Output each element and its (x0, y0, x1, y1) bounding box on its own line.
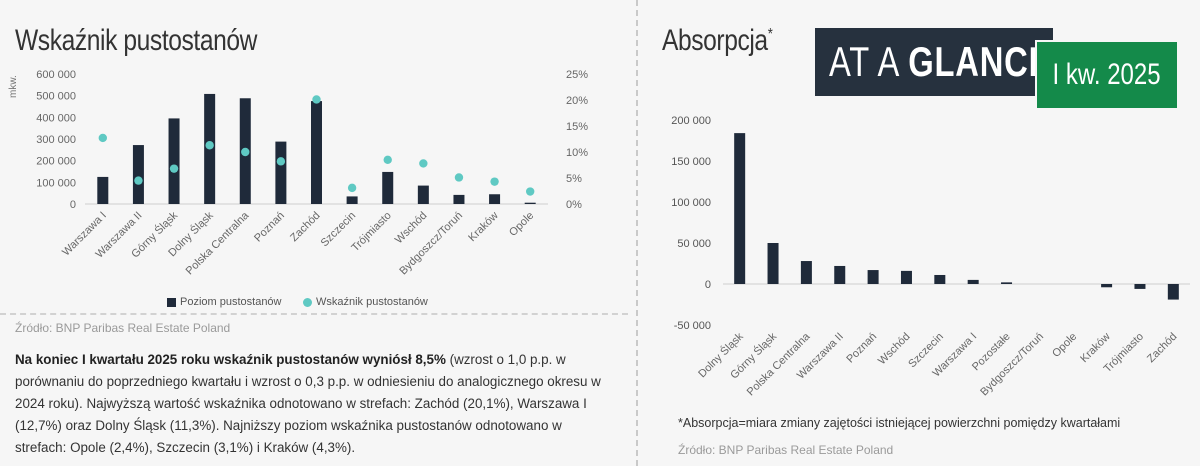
vacancy-panel: Wskaźnik pustostanów mkw. 0 100 000 200 00… (0, 24, 628, 459)
legend-label-bars: Poziom pustostanów (180, 296, 282, 308)
y-tick-label: 200 000 (671, 115, 711, 127)
vacancy-paragraph: Na koniec I kwartału 2025 roku wskaźnik … (15, 349, 615, 459)
point-warszawa-ii (134, 176, 143, 185)
legend-swatch-bar (167, 297, 176, 307)
y-tick-label: 300 000 (36, 134, 76, 146)
legend-item-dots: Wskaźnik pustostanów (303, 296, 428, 308)
point-zachod (312, 95, 321, 104)
x-tick-label: Poznań (252, 210, 287, 245)
vacancy-title: Wskaźnik pustostanów (15, 24, 258, 57)
y-tick-label: 400 000 (36, 112, 76, 124)
absorption-footnote: *Absorpcja=miara zmiany zajętości istnie… (678, 416, 1121, 430)
x-tick-label: Bydgoszcz/Toruń (397, 210, 465, 278)
x-tick-label: Opole (507, 210, 536, 239)
y2-tick-label: 20% (566, 95, 588, 107)
x-tick-label: Zachód (288, 210, 322, 244)
period-badge-text: I kw. 2025 (1052, 58, 1162, 91)
point-gorny-slask (169, 164, 179, 173)
y-tick-label: -50 000 (674, 320, 711, 332)
y-tick-label: 200 000 (36, 156, 76, 168)
x-tick-label: Bydgoszcz/Toruń (978, 331, 1046, 399)
period-badge: I kw. 2025 (1037, 42, 1177, 108)
legend-label-dots: Wskaźnik pustostanów (316, 296, 428, 308)
vacancy-source: Źródło: BNP Paribas Real Estate Poland (15, 321, 231, 335)
y2-tick-label: 25% (566, 69, 588, 81)
x-tick-label: Polska Centralna (184, 209, 252, 277)
vacancy-chart: 0 100 000 200 000 300 000 400 000 500 000 600 … (36, 69, 588, 278)
bar-dolny-slask (734, 133, 746, 284)
paragraph-lead: Na koniec I kwartału 2025 roku wskaźnik … (15, 352, 446, 367)
left-divider (0, 313, 628, 315)
absorption-source: Źródło: BNP Paribas Real Estate Poland (678, 443, 894, 457)
y-tick-label: 100 000 (671, 197, 711, 209)
y-tick-label: 100 000 (36, 177, 76, 189)
bar-warszawa-ii (132, 145, 144, 204)
y-tick-label: 50 000 (677, 238, 711, 250)
bar-szczecin (346, 196, 358, 204)
absorption-panel: Absorpcja* AT A GLANCE I kw. 2025 -50 00… (645, 0, 1200, 466)
legend-swatch-dot (303, 297, 312, 307)
bar-szczecin (934, 274, 946, 284)
bar-opole (524, 202, 536, 204)
bar-zachod (1167, 284, 1179, 300)
point-opole (525, 187, 535, 196)
legend-item-bars: Poziom pustostanów (167, 296, 282, 308)
bar-poznan (275, 141, 287, 204)
badge-light-text: AT A (829, 38, 909, 85)
y-tick-label: 500 000 (36, 91, 76, 103)
x-tick-label: Zachód (1145, 331, 1179, 365)
y-tick-label: 0 (705, 279, 711, 291)
bar-trojmiasto (1134, 284, 1146, 289)
y-tick-label: 600 000 (36, 69, 76, 81)
bar-warszawa-i (967, 279, 979, 284)
point-trojmiasto (383, 155, 392, 164)
badge-bold-text: GLANCE (908, 38, 1052, 85)
bar-zachod (311, 101, 322, 204)
point-bydgoszcz-torun (454, 173, 464, 182)
y-tick-label: 150 000 (671, 156, 711, 168)
y2-tick-label: 10% (566, 147, 588, 159)
at-a-glance-badge: AT A GLANCE (815, 28, 1053, 96)
y2-tick-label: 5% (566, 173, 582, 185)
point-dolny-slask (205, 141, 214, 150)
y2-tick-label: 0% (566, 199, 582, 211)
absorption-title-text: Absorpcja (662, 24, 768, 57)
y-tick-label: 0 (70, 199, 76, 211)
point-polska-centralna (241, 147, 250, 157)
bar-krakow (489, 194, 501, 204)
panel-divider (636, 0, 638, 466)
point-krakow (490, 177, 499, 186)
bar-krakow (1101, 284, 1113, 288)
bar-trojmiasto (382, 171, 394, 204)
bar-bydgoszcz-torun (453, 194, 465, 204)
x-tick-label: Kraków (466, 210, 500, 244)
bar-wschod (417, 185, 429, 204)
point-poznan (276, 157, 286, 166)
bar-warszawa-ii (834, 265, 846, 284)
bar-gorny-slask (168, 118, 180, 204)
x-tick-label: Opole (1050, 331, 1079, 360)
absorption-title-mark: * (767, 26, 773, 43)
absorption-title: Absorpcja* (662, 24, 773, 58)
paragraph-rest: (wzrost o 1,0 p.p. w porównaniu do poprz… (15, 352, 601, 455)
point-szczecin (347, 183, 357, 193)
bar-warszawa-i (97, 176, 109, 204)
point-warszawa-i (98, 133, 108, 143)
bar-pozostale (1001, 282, 1013, 284)
bar-gorny-slask (767, 243, 779, 284)
x-tick-label: Poznań (844, 331, 879, 366)
point-wschod (419, 159, 428, 168)
bar-poznan (867, 270, 879, 284)
y2-tick-label: 15% (566, 121, 588, 133)
bar-polska-centralna (800, 261, 812, 284)
bar-wschod (900, 270, 912, 284)
x-tick-label: Wschód (393, 210, 430, 247)
